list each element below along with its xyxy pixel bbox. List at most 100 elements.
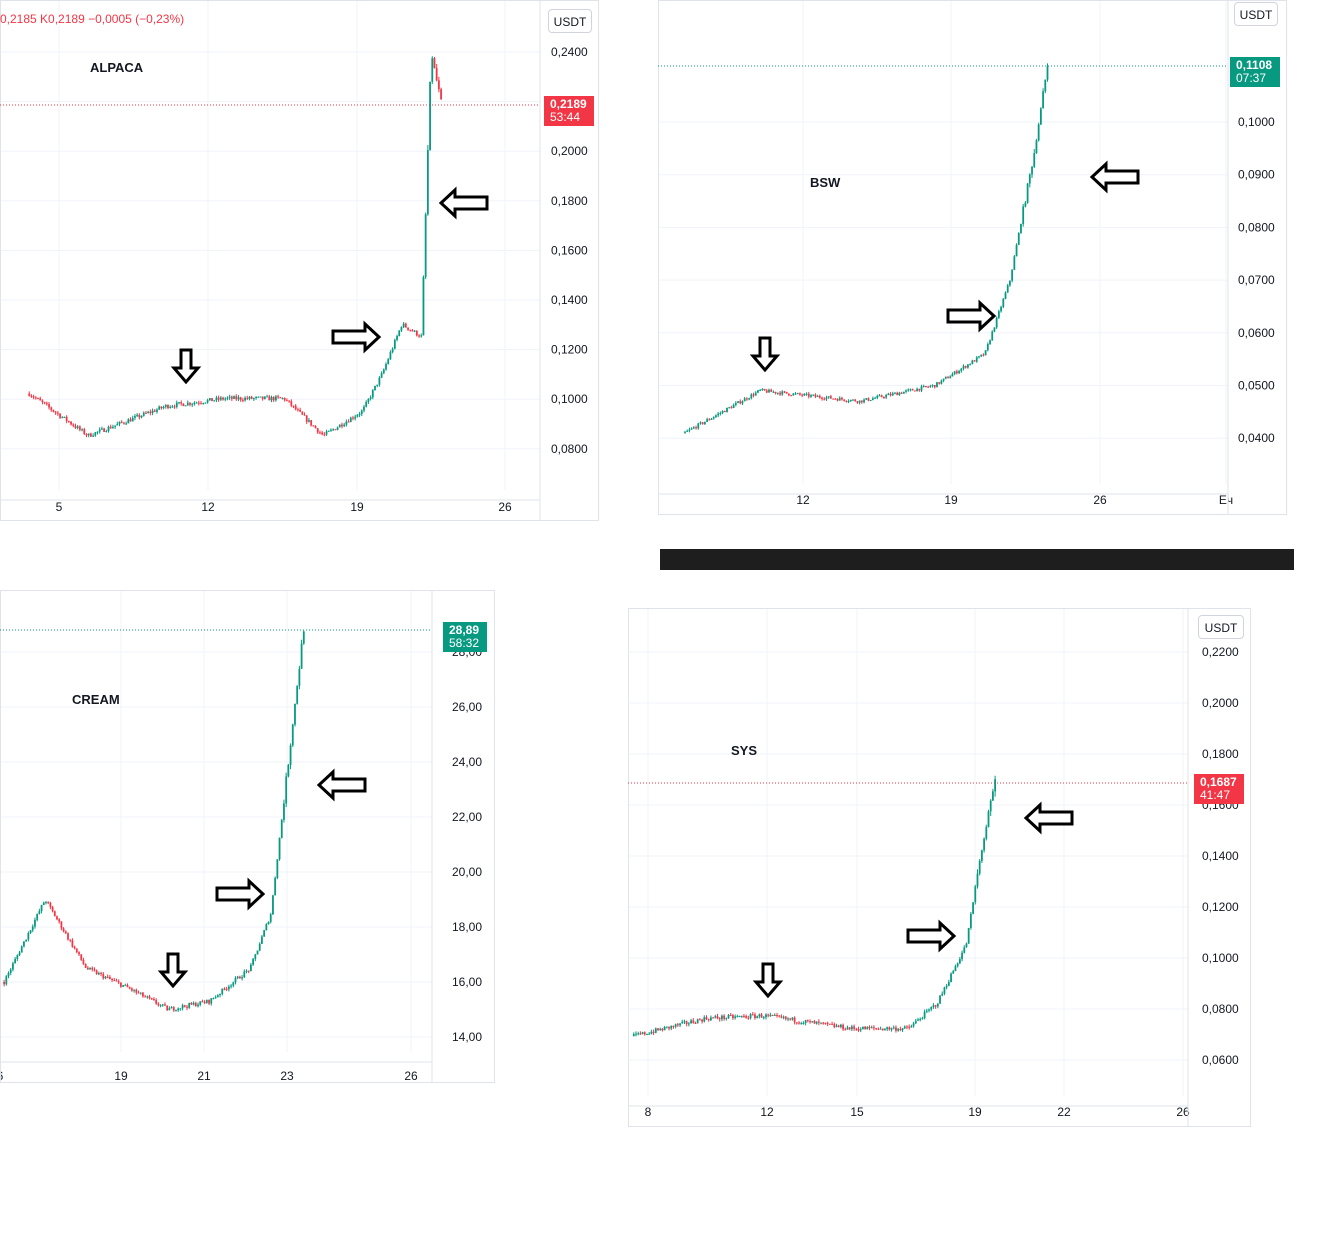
candle-body — [84, 963, 87, 968]
last-price-value: 0,2189 — [550, 97, 587, 111]
currency-unit-button[interactable]: USDT — [548, 9, 592, 33]
candle-body — [717, 413, 720, 416]
candle-body — [1009, 280, 1011, 286]
candle-body — [920, 386, 923, 391]
candle-body — [828, 1023, 831, 1025]
last-price-badge: 28,89 58:32 — [443, 622, 487, 652]
candle-body — [1000, 306, 1002, 312]
candle-body — [942, 378, 945, 381]
annotation-arrow-down — [752, 962, 784, 999]
candle-body — [47, 902, 50, 904]
annotation-arrow-left — [316, 768, 367, 802]
y-tick-label: 0,1000 — [551, 392, 588, 406]
candle-body — [719, 413, 722, 415]
candle-body — [241, 399, 244, 401]
currency-unit-button[interactable]: USDT — [1234, 2, 1278, 26]
candle-body — [687, 1023, 690, 1025]
candle-body — [913, 390, 916, 392]
candle-body — [712, 417, 715, 419]
candle-body — [867, 398, 870, 401]
candle-body — [283, 803, 285, 820]
candle-body — [648, 1033, 651, 1035]
candle-body — [138, 414, 141, 418]
candle-body — [189, 402, 191, 405]
candle-body — [818, 395, 821, 398]
candle-body — [391, 348, 394, 353]
currency-unit-button[interactable]: USDT — [1198, 615, 1244, 639]
chart-plot-cream[interactable]: 28,0026,0024,0022,0020,0018,0016,0014,00… — [0, 590, 496, 1094]
candle-body — [16, 955, 19, 959]
candle-body — [60, 921, 63, 929]
x-tick-label: 15 — [850, 1105, 864, 1119]
candle-body — [732, 404, 735, 409]
candle-body — [895, 1027, 897, 1031]
candle-body — [967, 364, 969, 368]
candle-body — [7, 972, 10, 977]
y-tick-label: 24,00 — [452, 755, 482, 769]
candle-body — [859, 1029, 862, 1031]
candle-body — [896, 392, 899, 396]
candle-body — [708, 419, 711, 421]
candle-body — [654, 1028, 657, 1033]
candle-body — [874, 397, 876, 399]
candle-body — [748, 398, 751, 400]
candle-body — [148, 996, 151, 999]
candle-body — [247, 970, 250, 972]
chart-plot-alpaca[interactable]: 0,24000,22000,20000,18000,16000,14000,12… — [0, 0, 600, 524]
candle-body — [958, 371, 960, 374]
candle-body — [181, 1005, 184, 1009]
candle-body — [54, 411, 57, 413]
candle-body — [400, 327, 403, 331]
chart-plot-sys[interactable]: 0,22000,20000,18000,16000,14000,12000,10… — [628, 608, 1252, 1130]
candle-body — [827, 396, 830, 398]
candle-body — [815, 1021, 818, 1024]
candle-body — [117, 981, 120, 983]
candle-body — [729, 1014, 732, 1016]
candle-body — [183, 1005, 186, 1007]
candle-body — [140, 415, 143, 418]
candle-body — [39, 398, 42, 401]
y-tick-label: 0,1200 — [551, 343, 588, 357]
candle-body — [810, 395, 812, 397]
candle-body — [975, 357, 978, 362]
candle-body — [1046, 66, 1049, 80]
candle-body — [186, 402, 189, 406]
candle-body — [1031, 166, 1033, 175]
candle-body — [188, 1003, 191, 1008]
candle-body — [933, 384, 936, 388]
y-tick-label: 26,00 — [452, 700, 482, 714]
candle-body — [268, 396, 271, 401]
candle-body — [297, 409, 299, 411]
candle-body — [894, 392, 896, 394]
candle-body — [164, 404, 167, 407]
last-price-badge: 0,1687 41:47 — [1194, 774, 1244, 804]
candle-body — [739, 401, 742, 404]
candle-body — [741, 401, 744, 404]
candle-body — [111, 978, 113, 980]
chart-plot-bsw[interactable]: 0,1000 0,0900 0,0800 0,0700 0,0600 0,0500 0,04… — [658, 0, 1288, 518]
candle-body — [969, 364, 972, 366]
candle-body — [75, 948, 78, 953]
candle-body — [1044, 79, 1047, 92]
candle-body — [94, 432, 97, 436]
candle-body — [927, 386, 930, 388]
candle-body — [643, 1032, 646, 1035]
candle-body — [916, 388, 918, 392]
candle-body — [407, 327, 409, 330]
candle-body — [426, 150, 429, 215]
candle-body — [40, 905, 43, 912]
candle-body — [805, 393, 808, 395]
candle-body — [986, 344, 989, 351]
candle-body — [721, 1015, 723, 1020]
candle-body — [958, 959, 961, 964]
candle-body — [758, 1014, 761, 1017]
candle-body — [280, 819, 283, 838]
candle-body — [836, 399, 839, 401]
candle-body — [814, 394, 817, 397]
candle-body — [759, 389, 762, 391]
candle-body — [14, 958, 17, 964]
y-tick-label: 0,0600 — [1238, 326, 1275, 340]
candle-body — [899, 1028, 902, 1031]
candle-body — [832, 398, 834, 400]
candle-body — [276, 859, 279, 878]
